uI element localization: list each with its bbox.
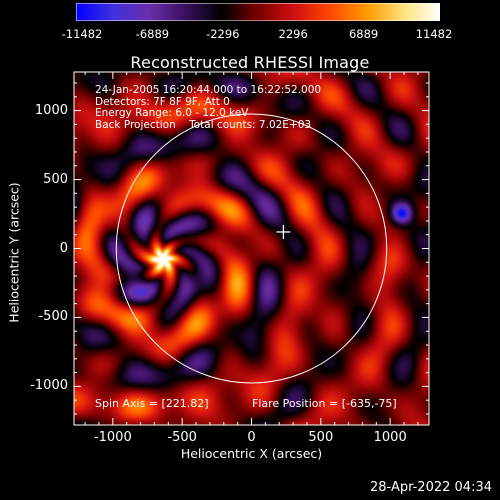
x-tick-label: -500 [167, 430, 197, 445]
colorbar-tick-label: -6889 [135, 27, 170, 41]
plot-title: Reconstructed RHESSI Image [130, 53, 370, 72]
x-tick-label: -1000 [93, 430, 132, 445]
flare-position-label: Flare Position = [-635,-75] [252, 397, 397, 410]
spin-axis-label: Spin Axis = [221.82] [95, 397, 209, 410]
colorbar-tick-label: -2296 [206, 27, 240, 41]
colorbar-tick-label: 11482 [415, 27, 453, 41]
timestamp: 28-Apr-2022 04:34 [370, 480, 492, 495]
x-tick-label: 500 [308, 430, 334, 445]
x-tick-label: 0 [247, 430, 256, 445]
solar-limb-circle [115, 113, 388, 384]
y-tick-label: 0 [59, 240, 68, 256]
info-line: Energy Range: 6.0 - 12.0 keV [95, 107, 249, 119]
colorbar-tick-label: 2296 [278, 27, 308, 41]
colorbar-tick-label: 6889 [348, 27, 379, 41]
info-line: 24-Jan-2005 16:20:44.000 to 16:22:52.000 [95, 84, 322, 96]
info-line: Detectors: 7F 8F 9F, Att 0 [95, 95, 230, 108]
y-axis-label: Heliocentric Y (arcsec) [6, 182, 22, 323]
x-axis-label: Heliocentric X (arcsec) [180, 446, 323, 461]
y-tick-label: 500 [43, 171, 68, 187]
x-tick-label: 1000 [373, 430, 407, 445]
colorbar [76, 3, 440, 21]
y-tick-label: -1000 [30, 378, 68, 394]
info-line: Back Projection Total counts: 7.02E+03 [95, 118, 312, 131]
y-tick-label: 1000 [34, 102, 68, 118]
y-tick-label: -500 [38, 309, 68, 325]
reconstructed-image-raster [74, 72, 429, 425]
colorbar-tick-label: -11482 [61, 27, 103, 41]
observation-info: 24-Jan-2005 16:20:44.000 to 16:22:52.000… [95, 84, 322, 131]
